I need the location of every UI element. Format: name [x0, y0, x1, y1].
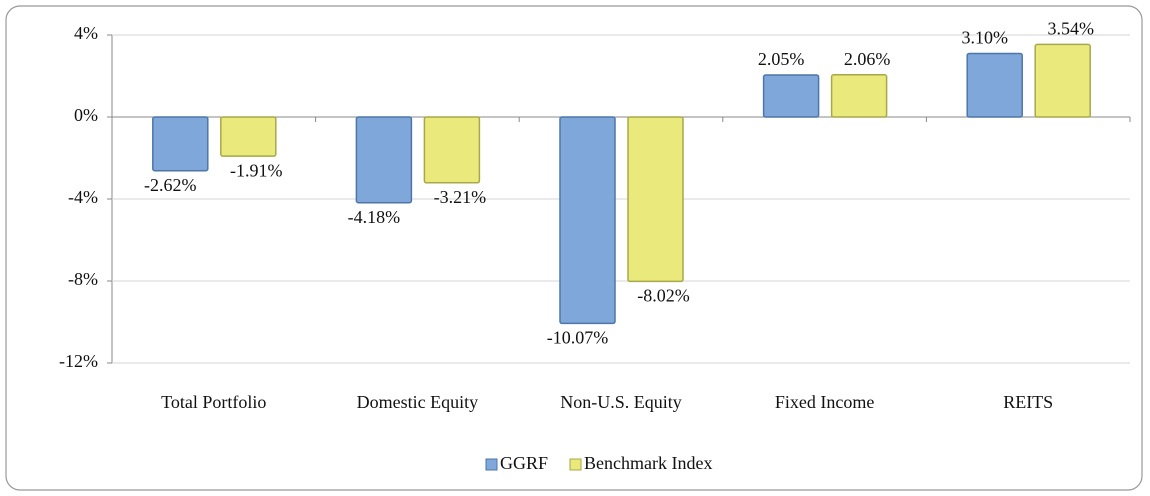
bar — [423, 116, 481, 184]
data-label: -1.91% — [230, 160, 283, 180]
bar — [762, 74, 820, 118]
bar — [355, 116, 413, 204]
legend-swatch — [569, 458, 582, 471]
data-label: -4.18% — [348, 207, 401, 227]
data-label: -8.02% — [637, 286, 690, 306]
data-label: 2.05% — [758, 49, 805, 69]
legend-swatch — [485, 458, 498, 471]
legend-label: Benchmark Index — [584, 453, 712, 473]
x-tick-label: Fixed Income — [775, 392, 874, 412]
x-tick-label: Non-U.S. Equity — [560, 392, 682, 412]
bar — [830, 74, 888, 118]
data-label: -2.62% — [144, 175, 197, 195]
y-tick-label: -12% — [59, 351, 98, 371]
bar — [559, 116, 616, 325]
bar — [627, 116, 684, 283]
y-tick-label: 4% — [74, 23, 98, 43]
data-label: -3.21% — [434, 187, 487, 207]
x-tick-label: Total Portfolio — [161, 392, 266, 412]
data-label: -10.07% — [547, 328, 609, 348]
legend-label: GGRF — [500, 453, 548, 473]
x-tick-label: REITS — [1003, 392, 1053, 412]
y-tick-label: 0% — [74, 105, 98, 125]
bar — [966, 52, 1023, 118]
bar — [152, 116, 209, 172]
data-label: 3.54% — [1047, 19, 1094, 39]
x-tick-label: Domestic Equity — [357, 392, 478, 412]
data-label: 2.06% — [844, 49, 891, 69]
data-label: 3.10% — [961, 28, 1008, 48]
y-tick-label: -4% — [68, 187, 98, 207]
bar — [1034, 43, 1091, 118]
y-tick-label: -8% — [68, 269, 98, 289]
bar — [220, 116, 277, 157]
